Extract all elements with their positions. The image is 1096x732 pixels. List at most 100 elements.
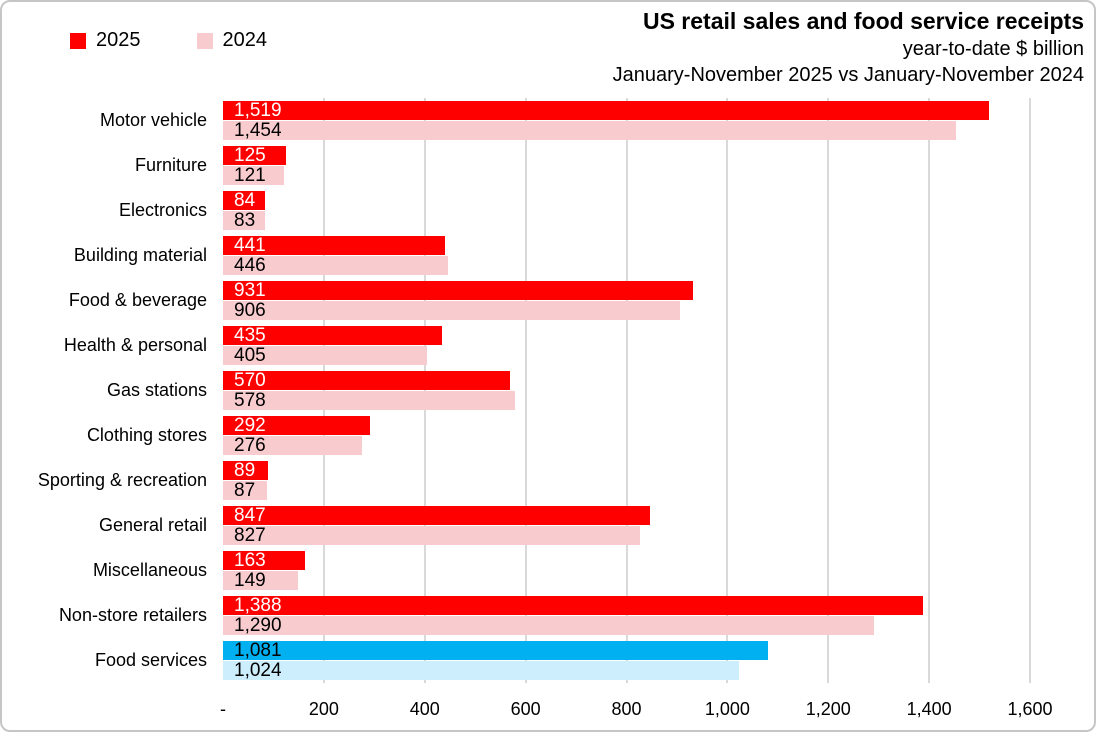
x-tick-label: 800: [611, 699, 642, 719]
category-label: Building material: [73, 245, 207, 265]
bar-group: 435 405: [223, 323, 1030, 368]
chart-period-comparison: January-November 2025 vs January-Novembe…: [612, 64, 1084, 86]
bar-group: 163 149: [223, 548, 1030, 593]
category-label: Sporting & recreation: [37, 470, 207, 490]
chart-row: Health & personal 435 405: [2, 323, 1094, 368]
legend-item-2024: 2024: [196, 29, 268, 52]
bar-value-label: 446: [234, 255, 266, 276]
category-label: Food services: [94, 650, 207, 670]
bar-group: 84 83: [223, 188, 1030, 233]
bar-group: 847 827: [223, 503, 1030, 548]
gridline-1200: [827, 98, 830, 683]
bar-value-label: 1,519: [234, 100, 282, 121]
x-tick-label: 1,000: [704, 699, 750, 719]
x-tick-label: 1,200: [805, 699, 851, 719]
bar-2024: 1,454: [223, 120, 957, 141]
category-label: Miscellaneous: [92, 560, 207, 580]
bar-2024: 1,290: [223, 616, 874, 635]
bar-value-label: 163: [234, 550, 266, 571]
bar-2024: 83: [223, 211, 265, 230]
bar-2024: 276: [223, 435, 363, 456]
bar-value-label: 1,290: [234, 615, 282, 636]
bar-value-label: 1,454: [234, 120, 282, 141]
bar-2024: 405: [223, 345, 428, 366]
bar-value-label: 89: [234, 460, 256, 481]
chart-row: Building material 441 446: [2, 233, 1094, 278]
legend-label: 2025: [96, 29, 141, 51]
bar-2025: 931: [223, 281, 693, 300]
bar-value-label: 435: [234, 325, 266, 346]
bar-value-label: 931: [234, 280, 266, 301]
category-label: Gas stations: [106, 380, 207, 400]
category-label: Clothing stores: [86, 425, 207, 445]
chart-row: Motor vehicle 1,519 1,454: [2, 98, 1094, 143]
chart-row: Miscellaneous 163 149: [2, 548, 1094, 593]
x-axis: - 200 400 600 800 1,000 1,200 1,400 1,600: [2, 683, 1094, 723]
legend-item-2025: 2025: [70, 29, 141, 52]
x-tick-label: 1,400: [906, 699, 952, 719]
chart-title: US retail sales and food service receipt…: [642, 8, 1084, 34]
bar-2025: 163: [223, 550, 306, 571]
legend: 2025 2024: [70, 29, 267, 52]
chart-row: Non-store retailers 1,388 1,290: [2, 593, 1094, 638]
gridline-200: [322, 98, 325, 683]
x-tick-label: 400: [409, 699, 440, 719]
bar-value-label: 149: [234, 570, 266, 591]
bar-value-label: 1,081: [234, 640, 282, 661]
chart-row: Electronics 84 83: [2, 188, 1094, 233]
chart-row: General retail 847 827: [2, 503, 1094, 548]
bar-2025: 84: [223, 190, 266, 211]
bar-group: 570 578: [223, 368, 1030, 413]
bar-group: 292 276: [223, 413, 1030, 458]
gridline-1600: [1029, 98, 1031, 683]
bar-group: 931 906: [223, 278, 1030, 323]
bar-2024: 1,024: [223, 660, 740, 681]
bar-2024: 578: [223, 391, 515, 410]
bar-2024: 149: [223, 570, 299, 591]
category-label: Food & beverage: [68, 290, 207, 310]
x-tick-label: 1,600: [1007, 699, 1053, 719]
gridline-800: [625, 98, 628, 683]
bar-value-label: 276: [234, 435, 266, 456]
category-label: Furniture: [134, 155, 207, 175]
bar-2024: 446: [223, 256, 448, 275]
bar-2025: 89: [223, 461, 268, 480]
gridline-1000: [726, 98, 729, 683]
bar-2025: 570: [223, 371, 511, 390]
bar-value-label: 1,024: [234, 660, 282, 681]
x-tick-label: -: [220, 699, 226, 719]
bar-group: 125 121: [223, 143, 1030, 188]
gridline-1400: [928, 98, 931, 683]
legend-label: 2024: [222, 29, 268, 51]
bar-2025: 847: [223, 506, 651, 525]
bar-2025: 125: [223, 145, 287, 166]
chart-row: Clothing stores 292 276: [2, 413, 1094, 458]
category-label: General retail: [98, 515, 207, 535]
bar-value-label: 906: [234, 300, 266, 321]
bar-value-label: 405: [234, 345, 266, 366]
legend-swatch-2025: [70, 32, 86, 49]
x-tick-label: 200: [308, 699, 339, 719]
bar-2024: 827: [223, 525, 641, 546]
bar-2025: 1,519: [223, 100, 990, 121]
bar-value-label: 84: [234, 190, 256, 211]
grid-layer: [223, 98, 1031, 683]
bar-2025: 441: [223, 235, 446, 256]
bar-value-label: 441: [234, 235, 266, 256]
bar-2025: 1,081: [223, 640, 769, 661]
bar-value-label: 87: [234, 480, 256, 501]
bar-value-label: 827: [234, 525, 266, 546]
bar-2024: 121: [223, 166, 285, 185]
x-tick-label: 600: [510, 699, 541, 719]
bar-group: 1,519 1,454: [223, 98, 1030, 143]
bar-rows: Motor vehicle 1,519 1,454 Furniture 125 121 El…: [2, 98, 1094, 683]
category-label: Health & personal: [63, 335, 207, 355]
bar-group: 1,388 1,290: [223, 593, 1030, 638]
category-label: Electronics: [118, 200, 207, 220]
bar-value-label: 125: [234, 145, 266, 166]
category-label: Non-store retailers: [58, 605, 207, 625]
chart-subtitle: year-to-date $ billion: [902, 38, 1084, 60]
bar-value-label: 292: [234, 415, 266, 436]
bar-value-label: 83: [234, 210, 256, 231]
